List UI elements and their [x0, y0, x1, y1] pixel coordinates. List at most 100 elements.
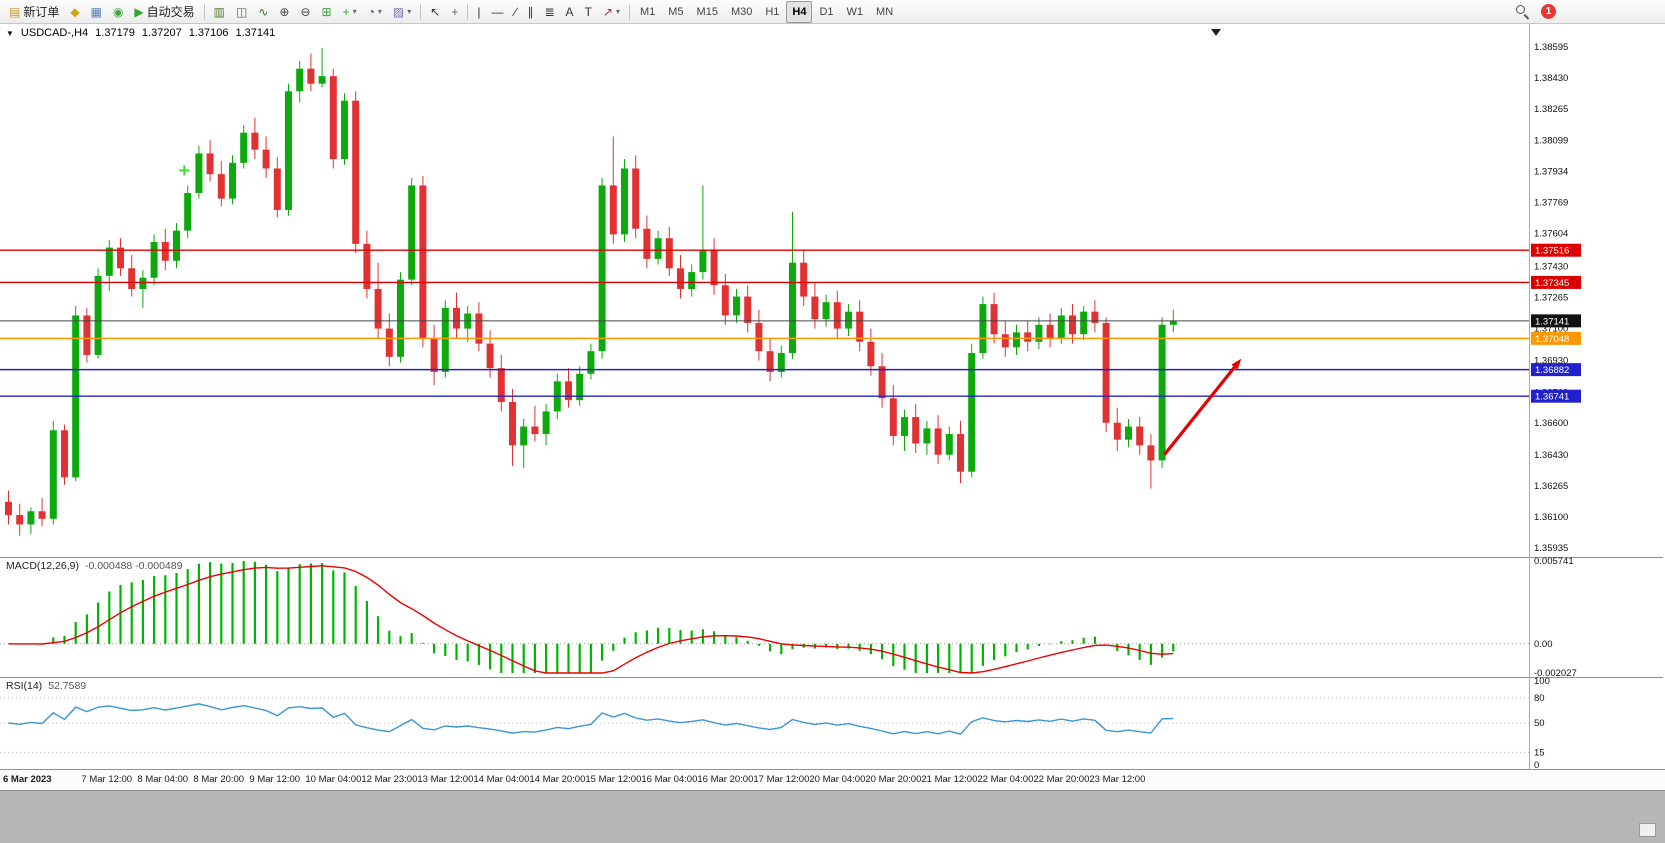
trendline-icon: ∕	[514, 4, 517, 19]
chart-window[interactable]: ▼ USDCAD-,H4 1.37179 1.37207 1.37106 1.3…	[0, 24, 1665, 790]
navigator-icon: ◉	[112, 4, 124, 19]
candle	[251, 132, 259, 150]
crosshair-icon: +	[451, 4, 459, 19]
candle	[1147, 445, 1155, 461]
rsi-label: RSI(14) 52.7589	[6, 680, 86, 692]
vertical-line-icon: |	[477, 4, 481, 19]
timeframe-w1[interactable]: W1	[846, 5, 864, 18]
market-watch-button[interactable]: ◆	[65, 1, 84, 23]
candle	[957, 434, 964, 472]
price-tick: 1.36430	[1534, 450, 1568, 461]
bar-chart-icon: ▥	[213, 4, 226, 19]
indicators-button[interactable]: + ▾	[338, 1, 362, 23]
resistance-price-label	[1531, 243, 1581, 257]
candle	[811, 296, 819, 320]
zoom-out-button[interactable]: ⊖	[295, 1, 315, 23]
price-tick: 1.38430	[1534, 73, 1568, 84]
trend-arrow[interactable]	[1163, 358, 1242, 456]
timeframe-d1[interactable]: D1	[819, 5, 834, 18]
rsi-panel[interactable]: 100 80 50 15 0	[0, 677, 1665, 769]
cursor-icon: ↖	[430, 4, 441, 19]
rsi-tick: 15	[1534, 747, 1545, 758]
channel-button[interactable]: ∥	[522, 1, 538, 23]
text-button[interactable]: A	[561, 1, 579, 23]
timeframe-mn[interactable]: MN	[876, 5, 894, 18]
price-tick: 1.37265	[1534, 293, 1568, 304]
search-icon[interactable]	[1516, 5, 1529, 18]
candle	[139, 277, 147, 290]
arrows-icon: ↗	[602, 4, 613, 19]
zoom-in-button[interactable]: ⊕	[274, 1, 294, 23]
candle	[721, 285, 729, 316]
fibonacci-button[interactable]: ≣	[539, 1, 559, 23]
candle	[934, 428, 942, 455]
timeframe-h1[interactable]: H1	[765, 5, 780, 18]
zoom-out-icon: ⊖	[300, 4, 311, 19]
vertical-line-button[interactable]: |	[472, 1, 485, 23]
candle	[150, 241, 158, 278]
candle	[845, 311, 852, 329]
macd-histogram	[18, 561, 1175, 673]
time-tick: 8 Mar 20:00	[193, 774, 245, 785]
bar-chart-button[interactable]: ▥	[209, 1, 230, 23]
notification-badge[interactable]: 1	[1541, 4, 1556, 19]
macd-label: MACD(12,26,9) -0.000488 -0.000489	[6, 560, 182, 572]
label-button[interactable]: T	[580, 1, 597, 23]
tile-windows-button[interactable]: ⊞	[317, 1, 337, 23]
time-tick: 21 Mar 12:00	[921, 774, 978, 785]
cursor-button[interactable]: ↖	[425, 1, 445, 23]
navigator-button[interactable]: ◉	[108, 1, 128, 23]
time-axis[interactable]: 6 Mar 2023 7 Mar 12:00 8 Mar 04:00 8 Mar 20…	[0, 769, 1665, 790]
macd-panel[interactable]: 0.005741 0.00 -0.002027	[0, 557, 1665, 677]
candle	[363, 243, 371, 290]
timeframe-m5[interactable]: M5	[668, 5, 684, 18]
price-chart[interactable]: 1.38595 1.38430 1.38265 1.38099 1.37934 1.377…	[0, 24, 1665, 557]
candle	[273, 168, 281, 210]
macd-tick: 0.00	[1534, 639, 1553, 650]
candle	[1113, 422, 1121, 440]
candle	[565, 381, 572, 401]
auto-trading-button[interactable]: ▶ 自动交易	[129, 1, 199, 23]
resistance-price-text: 1.37345	[1535, 278, 1569, 289]
candle	[598, 185, 606, 352]
candle	[576, 373, 584, 401]
candle	[173, 230, 180, 261]
chart-shift-marker[interactable]	[1211, 29, 1221, 36]
fibonacci-icon: ≣	[544, 4, 555, 19]
price-tick: 1.36265	[1534, 481, 1568, 492]
periods-button[interactable]: ◔ ▾	[363, 1, 387, 23]
timeframe-m15[interactable]: M15	[696, 5, 718, 18]
candle	[419, 185, 427, 338]
price-tick: 1.36600	[1534, 418, 1568, 429]
candle	[1136, 426, 1144, 446]
candle	[800, 262, 808, 297]
new-order-button[interactable]: ▤ 新订单	[4, 1, 64, 23]
toolbar-separator	[628, 3, 630, 20]
timeframe-m30[interactable]: M30	[730, 5, 753, 18]
candle	[822, 302, 830, 320]
candle	[307, 68, 315, 84]
price-tick: 1.38099	[1534, 135, 1568, 146]
time-tick: 6 Mar 2023	[3, 774, 52, 785]
candlestick-chart-button[interactable]: ◫	[231, 1, 252, 23]
templates-button[interactable]: ▨ ▾	[388, 1, 416, 23]
resize-grip[interactable]	[1639, 823, 1656, 837]
current-price-text: 1.37141	[1535, 316, 1569, 327]
time-tick: 14 Mar 20:00	[529, 774, 586, 785]
crosshair-button[interactable]: +	[446, 1, 463, 23]
rsi-tick: 0	[1534, 760, 1539, 769]
candle	[408, 185, 416, 280]
trendline-button[interactable]: ∕	[509, 1, 521, 23]
ohlc-high: 1.37207	[141, 27, 182, 39]
candle	[38, 511, 46, 519]
arrows-button[interactable]: ↗ ▾	[598, 1, 625, 23]
templates-icon: ▨	[392, 4, 405, 19]
timeframe-h4[interactable]: H4	[786, 0, 813, 23]
data-window-button[interactable]: ▦	[86, 1, 107, 23]
price-tick: 1.38595	[1534, 42, 1568, 53]
horizontal-line-button[interactable]: —	[486, 1, 508, 23]
timeframe-m1[interactable]: M1	[639, 5, 656, 18]
line-chart-button[interactable]: ∿	[253, 1, 273, 23]
candle	[61, 430, 68, 478]
collapse-icon[interactable]: ▼	[6, 28, 14, 38]
